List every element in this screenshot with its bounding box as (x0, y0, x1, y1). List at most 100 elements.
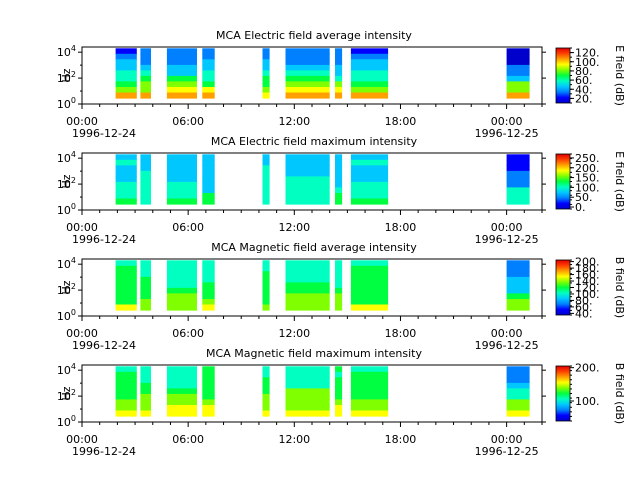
heat-cell (115, 181, 137, 188)
heat-cell (202, 159, 215, 166)
colorbar-tick-label: 180. (575, 262, 600, 275)
x-tick-label: 00:00 (491, 327, 523, 340)
heat-cell (285, 193, 330, 200)
data-column (202, 48, 215, 99)
heat-cell (140, 198, 151, 205)
heat-cell (115, 159, 137, 166)
heat-cell (506, 154, 530, 161)
heat-cell (202, 53, 215, 60)
heat-cell (166, 165, 197, 172)
heat-cell (140, 181, 151, 188)
heat-cell (350, 299, 389, 306)
colorbar-tick-label: 40. (575, 307, 593, 320)
heat-cell (350, 371, 389, 378)
heat-cell (335, 154, 343, 161)
heat-cell (285, 87, 330, 94)
heat-cell (506, 371, 530, 378)
heat-cell (335, 276, 343, 283)
heat-cell (262, 181, 270, 188)
heat-cell (285, 181, 330, 188)
heat-cell (166, 92, 197, 99)
heat-cell (285, 276, 330, 283)
x-tick-label: 00:00 (491, 221, 523, 234)
colorbar-tick-label: 60. (575, 301, 593, 314)
heat-cell (115, 260, 137, 267)
heat-cell (262, 187, 270, 194)
data-column (335, 366, 343, 417)
heat-cell (140, 70, 151, 77)
heat-cell (202, 70, 215, 77)
heat-cell (506, 271, 530, 278)
heat-cell (140, 405, 151, 412)
heat-cell (350, 181, 389, 188)
heat-cell (115, 198, 137, 205)
heat-cell (166, 304, 197, 311)
colorbar-label: E field (dB) (613, 45, 626, 106)
data-column (506, 154, 530, 205)
heat-cell (350, 388, 389, 395)
x-tick-label: 18:00 (385, 433, 417, 446)
heat-cell (506, 198, 530, 205)
heat-cell (335, 59, 343, 66)
panel-title: MCA Electric field maximum intensity (211, 135, 418, 148)
x-tick-label: 12:00 (278, 115, 310, 128)
heat-cell (506, 265, 530, 272)
heat-cell (262, 165, 270, 172)
heat-cell (262, 293, 270, 300)
heat-cell (166, 260, 197, 267)
heat-cell (335, 75, 343, 82)
heat-cell (166, 399, 197, 406)
heat-cell (335, 87, 343, 94)
heat-cell (350, 393, 389, 400)
heat-cell (115, 271, 137, 278)
heat-cell (115, 405, 137, 412)
heat-cell (202, 170, 215, 177)
heat-cell (285, 64, 330, 71)
heat-cell (506, 87, 530, 94)
heat-cell (285, 282, 330, 289)
heat-cell (140, 170, 151, 177)
heat-cell (335, 64, 343, 71)
y-tick-label: 102 (57, 176, 76, 191)
heat-cell (202, 382, 215, 389)
heat-cell (262, 159, 270, 166)
heat-cell (202, 64, 215, 71)
heat-cell (350, 304, 389, 311)
data-column (285, 260, 330, 311)
colorbar (555, 153, 571, 210)
heat-cell (115, 53, 137, 60)
heat-cell (262, 260, 270, 267)
heat-cell (115, 59, 137, 66)
data-column (285, 154, 330, 205)
heat-cell (166, 198, 197, 205)
heat-cell (115, 154, 137, 161)
colorbar-tick-label: 50. (575, 191, 593, 204)
x-date-label: 1996-12-24 (72, 339, 136, 352)
heat-cell (202, 187, 215, 194)
heat-cell (350, 154, 389, 161)
heat-cell (506, 287, 530, 294)
heat-cell (335, 198, 343, 205)
data-column (115, 366, 137, 417)
heat-cell (285, 271, 330, 278)
heat-cell (202, 198, 215, 205)
heat-cell (202, 276, 215, 283)
heat-cell (350, 287, 389, 294)
heat-cell (115, 282, 137, 289)
heat-cell (140, 193, 151, 200)
colorbar-tick-label: 60. (575, 74, 593, 87)
heat-cell (202, 399, 215, 406)
data-column (115, 154, 137, 205)
heat-cell (115, 81, 137, 88)
heat-cell (285, 165, 330, 172)
heat-cell (350, 187, 389, 194)
heat-cell (140, 53, 151, 60)
heat-cell (506, 70, 530, 77)
heat-cell (506, 75, 530, 82)
heat-cell (140, 271, 151, 278)
y-tick-label: 102 (57, 388, 76, 403)
heat-cell (506, 181, 530, 188)
heat-cell (335, 366, 343, 373)
heat-cell (140, 265, 151, 272)
heat-cell (506, 405, 530, 412)
